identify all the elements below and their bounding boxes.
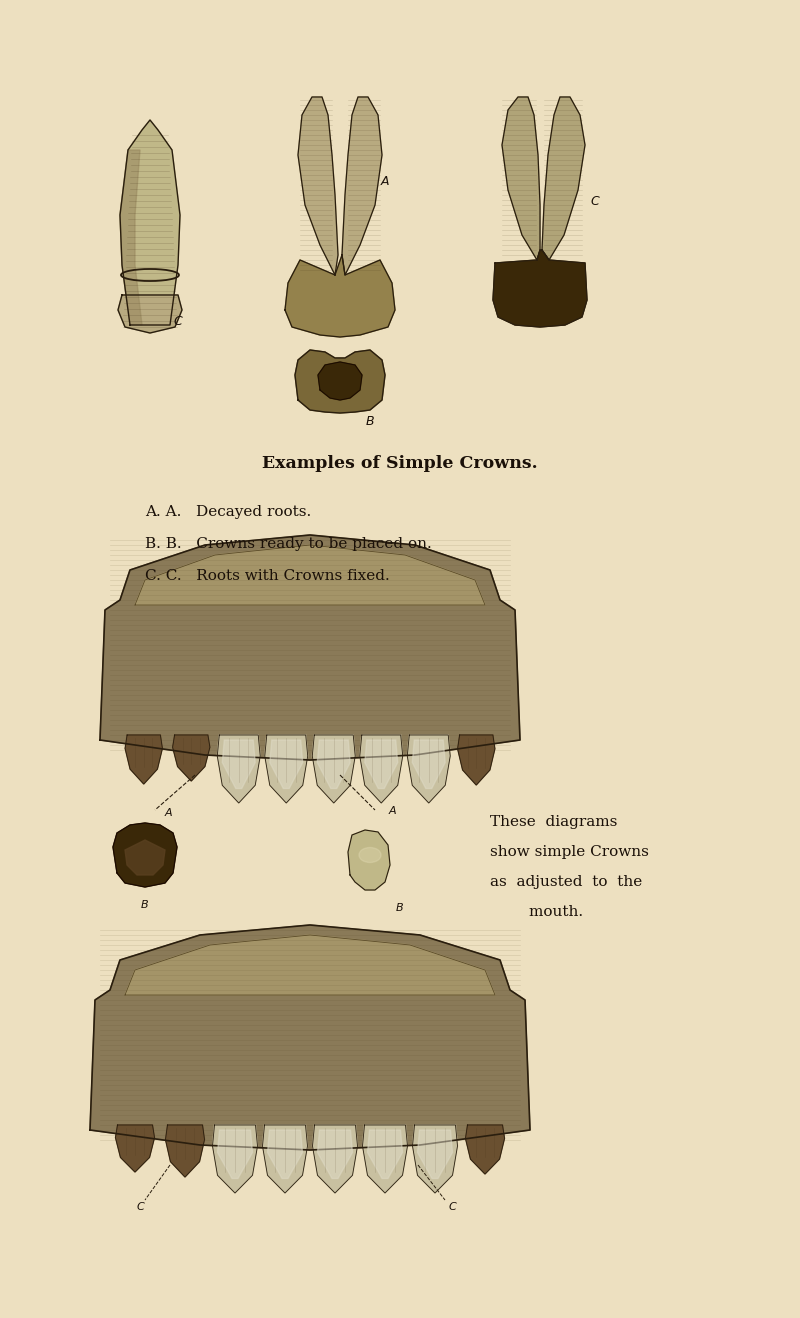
Text: B: B [396, 903, 404, 913]
Polygon shape [100, 535, 520, 760]
Polygon shape [367, 1130, 402, 1178]
Ellipse shape [359, 847, 381, 862]
Polygon shape [365, 739, 398, 788]
Text: C: C [136, 1202, 144, 1213]
Text: These  diagrams: These diagrams [490, 815, 618, 829]
Polygon shape [318, 1130, 353, 1178]
Polygon shape [90, 925, 530, 1151]
Text: show simple Crowns: show simple Crowns [490, 845, 649, 859]
Polygon shape [502, 98, 540, 260]
Polygon shape [213, 1126, 258, 1193]
Text: Examples of Simple Crowns.: Examples of Simple Crowns. [262, 455, 538, 472]
Text: A: A [164, 808, 172, 818]
Polygon shape [318, 739, 350, 788]
Text: A: A [381, 175, 390, 188]
Text: A. A.   Decayed roots.: A. A. Decayed roots. [145, 505, 311, 519]
Text: C. C.   Roots with Crowns fixed.: C. C. Roots with Crowns fixed. [145, 569, 390, 583]
Polygon shape [135, 546, 485, 605]
Polygon shape [270, 739, 302, 788]
Text: C: C [174, 315, 182, 328]
Polygon shape [120, 120, 180, 326]
Text: B. B.   Crowns ready to be placed on.: B. B. Crowns ready to be placed on. [145, 536, 432, 551]
Polygon shape [312, 735, 355, 803]
Polygon shape [298, 98, 338, 275]
Polygon shape [218, 735, 260, 803]
Polygon shape [493, 250, 587, 327]
Text: C: C [590, 195, 599, 208]
Polygon shape [120, 150, 142, 326]
Polygon shape [362, 1126, 407, 1193]
Text: mouth.: mouth. [490, 905, 583, 919]
Polygon shape [173, 735, 210, 782]
Text: B: B [141, 900, 149, 909]
Polygon shape [113, 822, 177, 887]
Polygon shape [458, 735, 495, 786]
Polygon shape [285, 254, 395, 337]
Polygon shape [295, 351, 385, 413]
Polygon shape [125, 735, 162, 784]
Polygon shape [407, 735, 450, 803]
Text: A: A [388, 807, 396, 816]
Polygon shape [125, 840, 165, 875]
Text: B: B [366, 415, 374, 428]
Polygon shape [418, 1130, 453, 1178]
Polygon shape [348, 830, 390, 890]
Polygon shape [342, 98, 382, 275]
Polygon shape [466, 1126, 505, 1174]
Polygon shape [262, 1126, 307, 1193]
Polygon shape [125, 934, 495, 995]
Polygon shape [360, 735, 402, 803]
Polygon shape [218, 1130, 253, 1178]
Text: as  adjusted  to  the: as adjusted to the [490, 875, 642, 890]
Polygon shape [265, 735, 308, 803]
Polygon shape [267, 1130, 302, 1178]
Polygon shape [412, 739, 446, 788]
Polygon shape [313, 1126, 358, 1193]
Polygon shape [413, 1126, 458, 1193]
Polygon shape [318, 362, 362, 399]
Polygon shape [115, 1126, 154, 1172]
Polygon shape [118, 295, 182, 333]
Polygon shape [542, 98, 585, 260]
Text: C: C [448, 1202, 456, 1213]
Polygon shape [166, 1126, 205, 1177]
Polygon shape [222, 739, 255, 788]
